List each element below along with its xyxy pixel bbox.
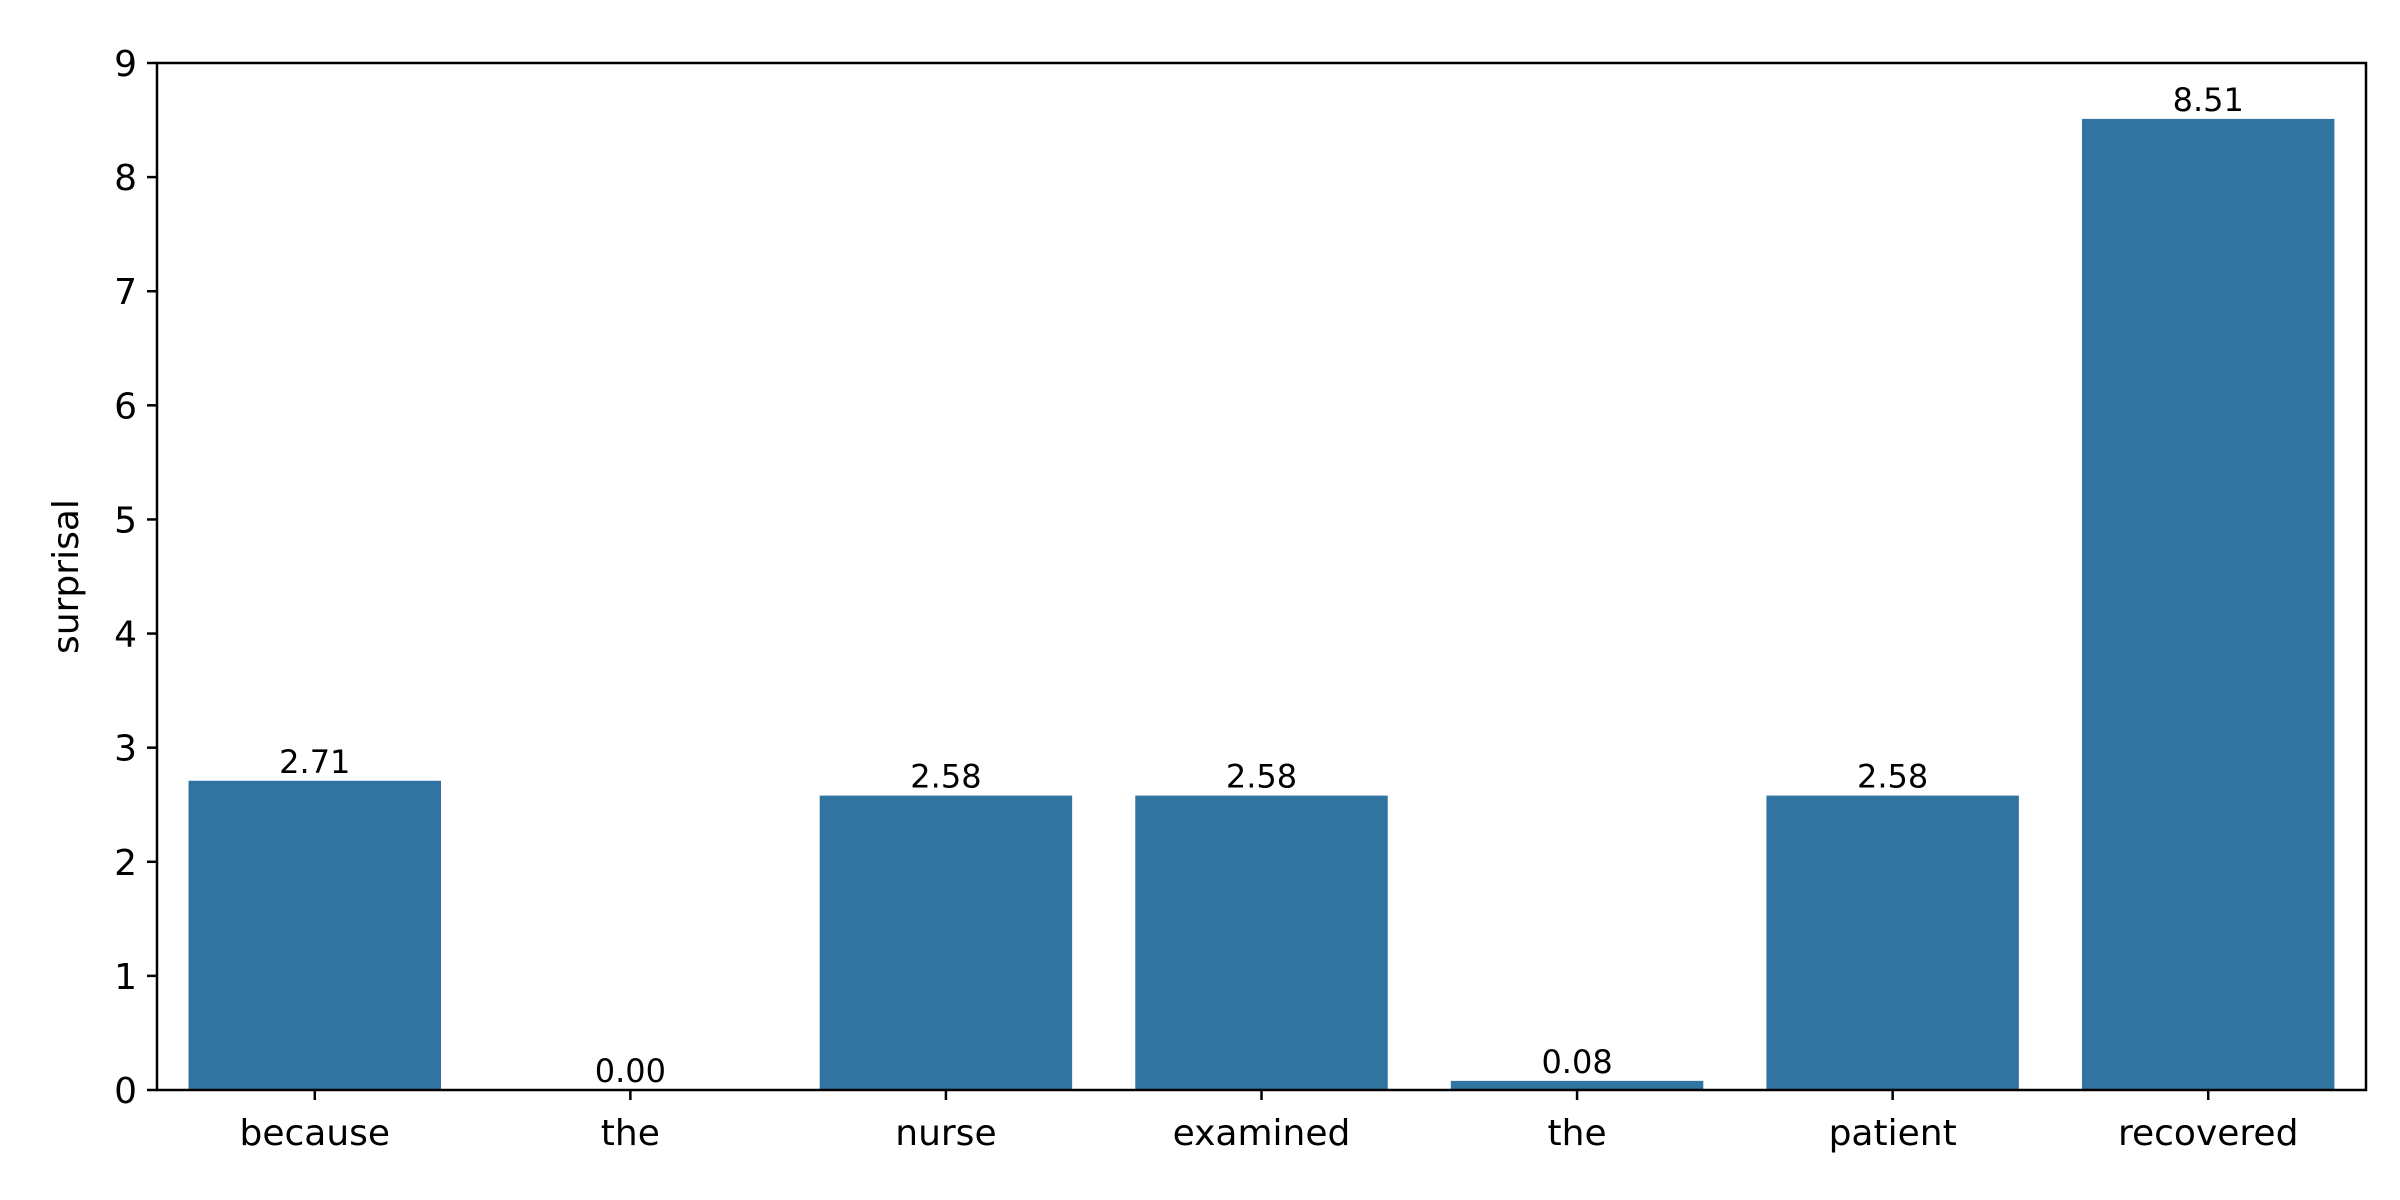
bar-value-label: 8.51 <box>2173 81 2244 119</box>
y-tick-label: 8 <box>114 158 137 199</box>
bar <box>819 795 1073 1090</box>
bar <box>1135 795 1388 1090</box>
y-tick-label: 9 <box>114 44 137 85</box>
y-axis: 0 1 2 3 4 5 6 7 8 9 <box>114 44 157 1112</box>
bar-value-label: 2.58 <box>1226 758 1297 796</box>
plot-frame <box>155 61 2368 1092</box>
x-tick-label: patient <box>1829 1113 1957 1154</box>
x-axis: because the nurse examined the patient recover… <box>239 1090 2298 1154</box>
x-tick-label: nurse <box>895 1113 996 1154</box>
bar <box>1766 795 2019 1090</box>
bar <box>188 780 442 1090</box>
bar <box>1450 1080 1704 1090</box>
x-tick-label: examined <box>1173 1113 1351 1154</box>
bars-group <box>188 118 2335 1091</box>
bar-value-label: 0.00 <box>595 1052 666 1090</box>
x-tick-label: because <box>239 1113 390 1154</box>
y-tick-label: 1 <box>114 957 137 998</box>
bar <box>2081 118 2335 1091</box>
x-tick-label: the <box>601 1113 660 1154</box>
y-tick-label: 7 <box>114 272 137 313</box>
x-tick-label: the <box>1548 1113 1607 1154</box>
bar-value-label: 2.71 <box>279 743 350 781</box>
bar-value-label: 0.08 <box>1541 1043 1612 1081</box>
bar-labels-group: 2.71 0.00 2.58 2.58 0.08 2.58 8.51 <box>279 81 2244 1090</box>
y-tick-label: 0 <box>114 1071 137 1112</box>
y-tick-label: 4 <box>114 615 137 656</box>
y-tick-label: 6 <box>114 386 137 427</box>
x-tick-label: recovered <box>2118 1113 2298 1154</box>
y-axis-title: surprisal <box>46 499 87 654</box>
bar-value-label: 2.58 <box>1857 758 1928 796</box>
bar-value-label: 2.58 <box>910 758 981 796</box>
y-tick-label: 2 <box>114 843 137 884</box>
y-tick-label: 3 <box>114 729 137 770</box>
y-tick-label: 5 <box>114 500 137 541</box>
